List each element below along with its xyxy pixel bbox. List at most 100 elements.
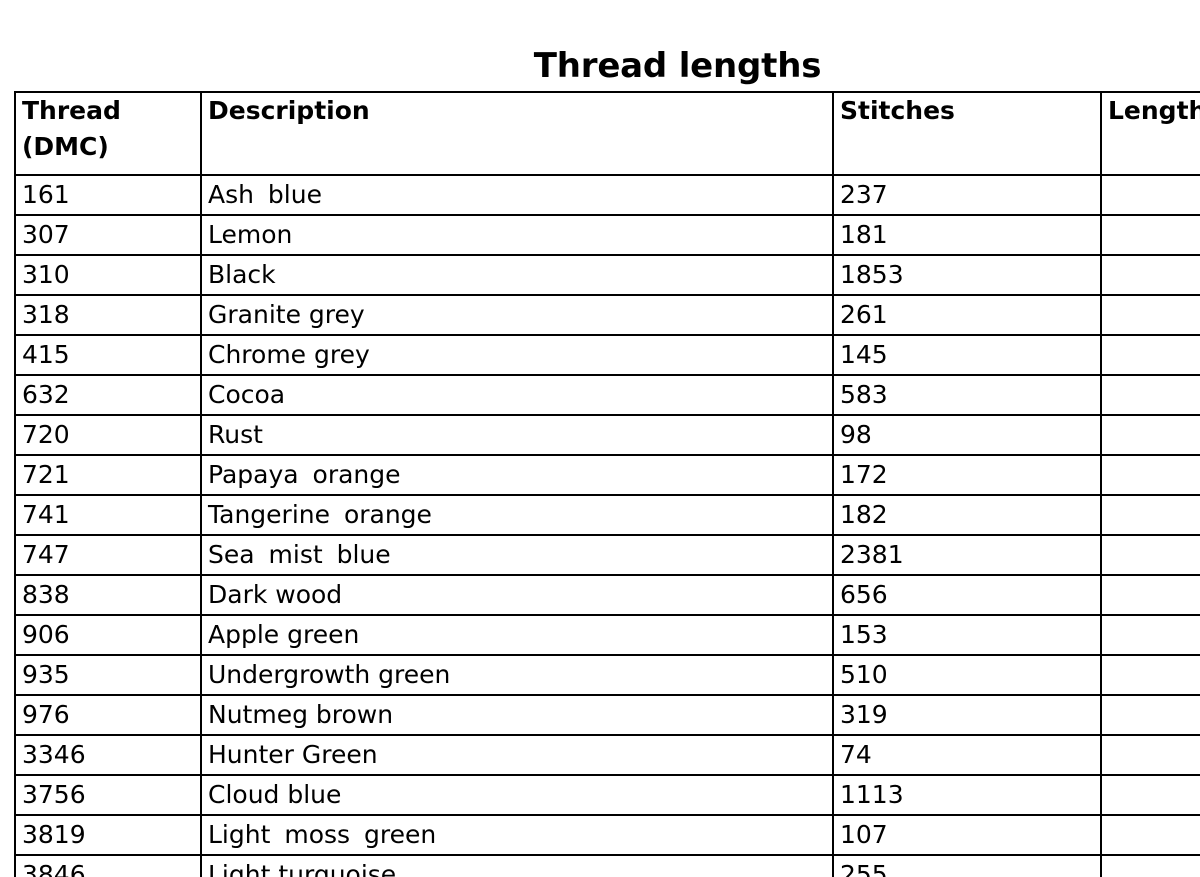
cell-stitches: 153 bbox=[832, 614, 1102, 656]
cell-thread-number: 3756 bbox=[14, 774, 202, 816]
cell-length: 2.5 bbox=[1100, 574, 1200, 616]
table-row: 720Rust980.4 bbox=[14, 414, 1200, 456]
cell-stitches: 182 bbox=[832, 494, 1102, 536]
column-header-thread-line1: Thread bbox=[22, 96, 121, 125]
cell-stitches: 2381 bbox=[832, 534, 1102, 576]
column-header-description: Description bbox=[200, 91, 834, 176]
cell-description: Papaya orange bbox=[200, 454, 834, 496]
cell-length: 2.2 bbox=[1100, 374, 1200, 416]
cell-description: Cocoa bbox=[200, 374, 834, 416]
column-header-thread-line2: (DMC) bbox=[22, 132, 109, 161]
cell-description: Cloud blue bbox=[200, 774, 834, 816]
cell-length: 0.7 bbox=[1100, 454, 1200, 496]
cell-thread-number: 3846 bbox=[14, 854, 202, 877]
cell-length: 7.0 bbox=[1100, 254, 1200, 296]
cell-length: 0.7 bbox=[1100, 214, 1200, 256]
cell-length: 0.5 bbox=[1100, 334, 1200, 376]
cell-description: Sea mist blue bbox=[200, 534, 834, 576]
cell-description: Nutmeg brown bbox=[200, 694, 834, 736]
cell-length: 0.4 bbox=[1100, 414, 1200, 456]
cell-stitches: 237 bbox=[832, 174, 1102, 216]
cell-length: 1.2 bbox=[1100, 694, 1200, 736]
cell-stitches: 583 bbox=[832, 374, 1102, 416]
cell-thread-number: 3819 bbox=[14, 814, 202, 856]
cell-length: 1.0 bbox=[1100, 854, 1200, 877]
column-header-stitches: Stitches bbox=[832, 91, 1102, 176]
cell-stitches: 181 bbox=[832, 214, 1102, 256]
cell-stitches: 172 bbox=[832, 454, 1102, 496]
cell-stitches: 510 bbox=[832, 654, 1102, 696]
cell-length: 4.2 bbox=[1100, 774, 1200, 816]
table-row: 632Cocoa5832.2 bbox=[14, 374, 1200, 416]
cell-stitches: 107 bbox=[832, 814, 1102, 856]
cell-thread-number: 976 bbox=[14, 694, 202, 736]
cell-description: Ash blue bbox=[200, 174, 834, 216]
cell-thread-number: 310 bbox=[14, 254, 202, 296]
cell-thread-number: 838 bbox=[14, 574, 202, 616]
column-header-thread: Thread (DMC) bbox=[14, 91, 202, 176]
cell-description: Tangerine orange bbox=[200, 494, 834, 536]
cell-thread-number: 307 bbox=[14, 214, 202, 256]
cell-stitches: 261 bbox=[832, 294, 1102, 336]
cell-description: Hunter Green bbox=[200, 734, 834, 776]
cell-length: 0.6 bbox=[1100, 614, 1200, 656]
cell-description: Apple green bbox=[200, 614, 834, 656]
cell-description: Undergrowth green bbox=[200, 654, 834, 696]
cell-stitches: 319 bbox=[832, 694, 1102, 736]
cell-description: Light turquoise bbox=[200, 854, 834, 877]
page-title: Thread lengths bbox=[533, 46, 822, 86]
cell-description: Light moss green bbox=[200, 814, 834, 856]
cell-description: Lemon bbox=[200, 214, 834, 256]
table-row: 307Lemon1810.7 bbox=[14, 214, 1200, 256]
cell-length: 0.3 bbox=[1100, 734, 1200, 776]
cell-length: 1.9 bbox=[1100, 654, 1200, 696]
cell-thread-number: 747 bbox=[14, 534, 202, 576]
cell-thread-number: 161 bbox=[14, 174, 202, 216]
cell-length: 0.7 bbox=[1100, 494, 1200, 536]
cell-stitches: 74 bbox=[832, 734, 1102, 776]
thread-lengths-table: Thread (DMC) Description Stitches Length… bbox=[14, 91, 1200, 877]
cell-thread-number: 318 bbox=[14, 294, 202, 336]
cell-thread-number: 720 bbox=[14, 414, 202, 456]
cell-thread-number: 415 bbox=[14, 334, 202, 376]
cell-stitches: 98 bbox=[832, 414, 1102, 456]
cell-stitches: 145 bbox=[832, 334, 1102, 376]
cell-thread-number: 632 bbox=[14, 374, 202, 416]
cell-description: Rust bbox=[200, 414, 834, 456]
cell-length: 0.4 bbox=[1100, 814, 1200, 856]
cell-length: 1.0 bbox=[1100, 294, 1200, 336]
cell-description: Chrome grey bbox=[200, 334, 834, 376]
cell-description: Dark wood bbox=[200, 574, 834, 616]
cell-thread-number: 935 bbox=[14, 654, 202, 696]
cell-thread-number: 3346 bbox=[14, 734, 202, 776]
cell-thread-number: 741 bbox=[14, 494, 202, 536]
table-header: Thread (DMC) Description Stitches Length… bbox=[14, 91, 1200, 176]
table-header-row: Thread (DMC) Description Stitches Length… bbox=[14, 91, 1200, 176]
thread-lengths-table-container: Thread (DMC) Description Stitches Length… bbox=[14, 91, 1200, 877]
cell-length: 0.9 bbox=[1100, 174, 1200, 216]
cell-length: 9.0 bbox=[1100, 534, 1200, 576]
cell-thread-number: 906 bbox=[14, 614, 202, 656]
cell-stitches: 1853 bbox=[832, 254, 1102, 296]
cell-stitches: 255 bbox=[832, 854, 1102, 877]
cell-stitches: 656 bbox=[832, 574, 1102, 616]
cell-description: Black bbox=[200, 254, 834, 296]
cell-stitches: 1113 bbox=[832, 774, 1102, 816]
cell-thread-number: 721 bbox=[14, 454, 202, 496]
